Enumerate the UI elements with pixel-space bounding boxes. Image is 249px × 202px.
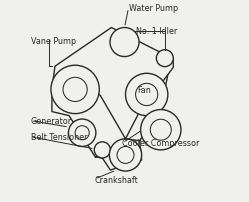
Text: Crankshaft: Crankshaft (94, 175, 138, 184)
Text: Water Pump: Water Pump (128, 4, 178, 13)
Text: Belt Tensioner: Belt Tensioner (31, 133, 87, 142)
Text: No. 1 Idler: No. 1 Idler (136, 27, 177, 36)
Circle shape (94, 142, 110, 158)
Circle shape (109, 139, 142, 171)
Circle shape (125, 74, 168, 116)
Circle shape (51, 66, 99, 114)
Circle shape (156, 50, 173, 67)
Text: Vane Pump: Vane Pump (31, 36, 76, 45)
Text: Generator: Generator (31, 117, 72, 125)
Circle shape (68, 119, 96, 147)
Circle shape (141, 110, 181, 150)
Text: Cooler Compressor: Cooler Compressor (123, 139, 200, 148)
Text: Fan: Fan (138, 85, 151, 95)
Circle shape (110, 28, 139, 57)
